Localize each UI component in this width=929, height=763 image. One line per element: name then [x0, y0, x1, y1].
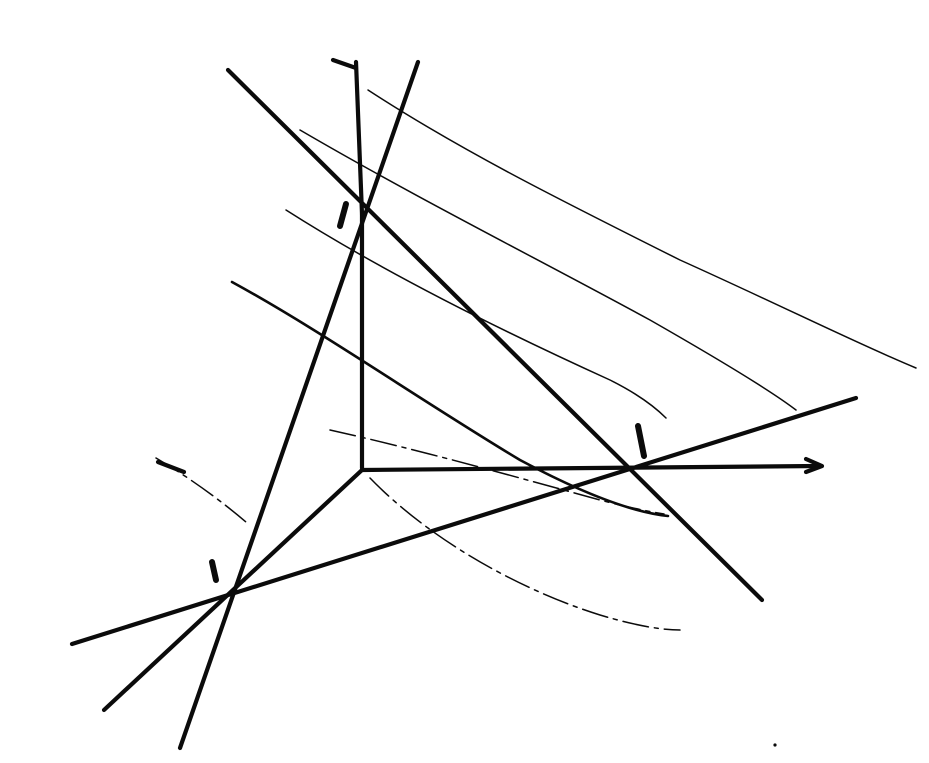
contour-second: [299, 129, 797, 411]
vertex-ticks: [155, 201, 647, 583]
contour-outer: [367, 89, 917, 369]
line-top-left-to-bottom-right: [225, 67, 765, 603]
axis-top-extension: [353, 59, 365, 217]
stray-dot: [773, 743, 777, 747]
axis-arrowhead: [803, 456, 825, 475]
tick-top-vertex: [337, 201, 349, 229]
line-steep-left: [177, 59, 421, 751]
tick-bottom-vertex: [209, 559, 219, 583]
contour-dashed-lower: [369, 477, 681, 631]
tick-left-dash: [155, 459, 187, 475]
contour-fourth: [230, 280, 670, 518]
axis-top-hook: [330, 57, 359, 71]
axes: [101, 57, 825, 713]
line-shallow-bottom: [69, 395, 859, 647]
contour-curves: [155, 89, 917, 631]
axis-horizontal: [359, 463, 821, 473]
tick-right-vertex: [635, 423, 647, 459]
contour-third: [285, 209, 667, 419]
construction-lines: [69, 59, 859, 751]
contour-dashed-inner: [329, 429, 665, 515]
